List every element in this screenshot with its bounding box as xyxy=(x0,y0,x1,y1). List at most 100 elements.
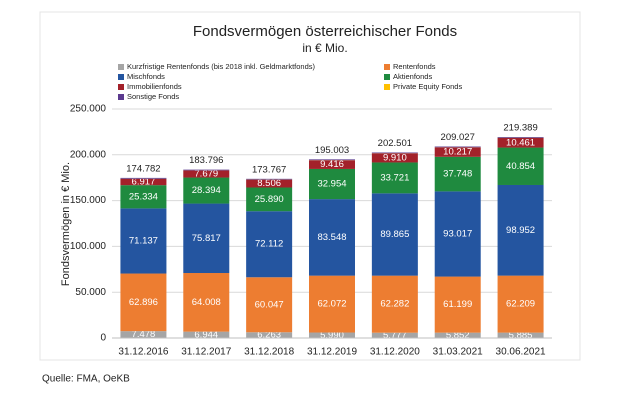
data-label: 25.334 xyxy=(129,191,158,202)
bar-segment xyxy=(183,331,230,338)
y-axis-label: Fondsvermögen in € Mio. xyxy=(60,162,72,286)
bar-segment xyxy=(183,203,230,274)
data-label: 25.890 xyxy=(255,194,284,205)
data-label: 62.209 xyxy=(506,299,535,310)
bar-segment xyxy=(497,137,544,148)
data-label: 7.478 xyxy=(132,329,156,340)
bar-segment xyxy=(371,193,418,276)
data-label: 5.852 xyxy=(446,330,470,341)
chart-title: Fondsvermögen österreichischer Fonds xyxy=(193,23,457,40)
bar-segment xyxy=(434,146,481,148)
data-label: 6.917 xyxy=(132,177,156,188)
bar-segment xyxy=(120,208,167,274)
bar-segment xyxy=(309,160,355,169)
bar-segment xyxy=(120,185,167,209)
data-label: 5.777 xyxy=(383,330,407,341)
legend-label: Kurzfristige Rentenfonds (bis 2018 inkl.… xyxy=(127,62,316,71)
bar-segment xyxy=(246,178,293,180)
bar-segment xyxy=(183,170,230,178)
y-tick-label: 100.000 xyxy=(70,241,107,252)
y-tick-label: 50.000 xyxy=(75,287,106,298)
total-label: 195.003 xyxy=(315,145,349,156)
data-label: 83.548 xyxy=(317,232,346,243)
y-tick-label: 250.000 xyxy=(70,104,107,115)
data-label: 9.416 xyxy=(320,159,344,170)
chart-frame xyxy=(39,11,581,361)
legend-swatch xyxy=(384,84,390,90)
bar-segment xyxy=(434,147,481,157)
bar-segment xyxy=(497,147,544,185)
data-label: 40.854 xyxy=(506,161,535,172)
total-label: 219.389 xyxy=(503,123,537,134)
data-label: 6.944 xyxy=(194,329,218,340)
data-label: 89.865 xyxy=(380,229,409,240)
bar-segment xyxy=(371,153,418,163)
data-label: 5.885 xyxy=(509,330,533,341)
data-label: 37.748 xyxy=(443,169,472,180)
legend-label: Mischfonds xyxy=(127,72,165,81)
bar-segment xyxy=(183,169,230,171)
bar-segment xyxy=(371,162,418,194)
bar-segment xyxy=(246,179,293,188)
data-label: 75.817 xyxy=(192,233,221,244)
data-label: 10.217 xyxy=(443,147,472,158)
data-label: 71.137 xyxy=(129,235,158,246)
bar-segment xyxy=(497,137,544,138)
bar-segment xyxy=(246,332,293,338)
source: Quelle: FMA, OeKB xyxy=(42,374,130,385)
legend-label: Immobilienfonds xyxy=(127,82,182,91)
data-label: 8.506 xyxy=(257,178,281,189)
bar-segment xyxy=(246,277,293,333)
data-label: 9.910 xyxy=(383,152,407,163)
bar-segment xyxy=(246,211,293,278)
bar-segment xyxy=(183,273,230,332)
y-tick-label: 200.000 xyxy=(70,149,107,160)
legend-swatch xyxy=(384,64,390,70)
bar-segment xyxy=(120,177,167,179)
bar-segment xyxy=(309,275,355,333)
legend-label: Sonstige Fonds xyxy=(127,92,179,101)
bar-segment xyxy=(309,168,355,200)
total-label: 209.027 xyxy=(441,132,475,143)
bar-segment xyxy=(434,276,481,333)
x-tick-label: 31.03.2021 xyxy=(433,347,483,358)
data-label: 93.017 xyxy=(443,228,472,239)
data-label: 62.896 xyxy=(129,297,158,308)
bar-segment xyxy=(309,199,355,276)
bar-segment xyxy=(497,184,544,276)
bar-segment xyxy=(183,177,230,204)
bar-segment xyxy=(120,331,167,338)
legend-swatch xyxy=(384,74,390,80)
bar-segment xyxy=(434,332,481,338)
data-label: 28.394 xyxy=(192,185,221,196)
bar-segment xyxy=(434,156,481,192)
data-label: 60.047 xyxy=(255,299,284,310)
legend-swatch xyxy=(118,94,124,100)
data-label: 72.112 xyxy=(255,239,283,250)
data-label: 6.263 xyxy=(257,330,281,341)
bar-segment xyxy=(371,152,418,154)
bar-segment xyxy=(309,332,355,338)
data-label: 5.990 xyxy=(320,330,344,341)
legend-label: Private Equity Fonds xyxy=(393,82,462,91)
x-tick-label: 31.12.2019 xyxy=(307,347,357,358)
x-tick-label: 31.12.2016 xyxy=(118,347,168,358)
data-label: 7.679 xyxy=(194,169,218,180)
data-label: 62.072 xyxy=(317,299,346,310)
x-tick-label: 31.12.2018 xyxy=(244,347,294,358)
total-label: 183.796 xyxy=(189,155,223,166)
data-label: 98.952 xyxy=(506,225,535,236)
x-tick-label: 30.06.2021 xyxy=(496,347,546,358)
legend-label: Rentenfonds xyxy=(393,62,436,71)
y-tick-label: 150.000 xyxy=(70,195,107,206)
bar-segment xyxy=(309,159,355,161)
bar-segment xyxy=(371,332,418,338)
data-label: 62.282 xyxy=(380,299,409,310)
legend-swatch xyxy=(118,74,124,80)
total-label: 202.501 xyxy=(378,138,412,149)
data-label: 32.954 xyxy=(317,179,346,190)
bar-segment xyxy=(246,187,293,212)
bar-segment xyxy=(371,275,418,333)
legend-label: Aktienfonds xyxy=(393,72,432,81)
